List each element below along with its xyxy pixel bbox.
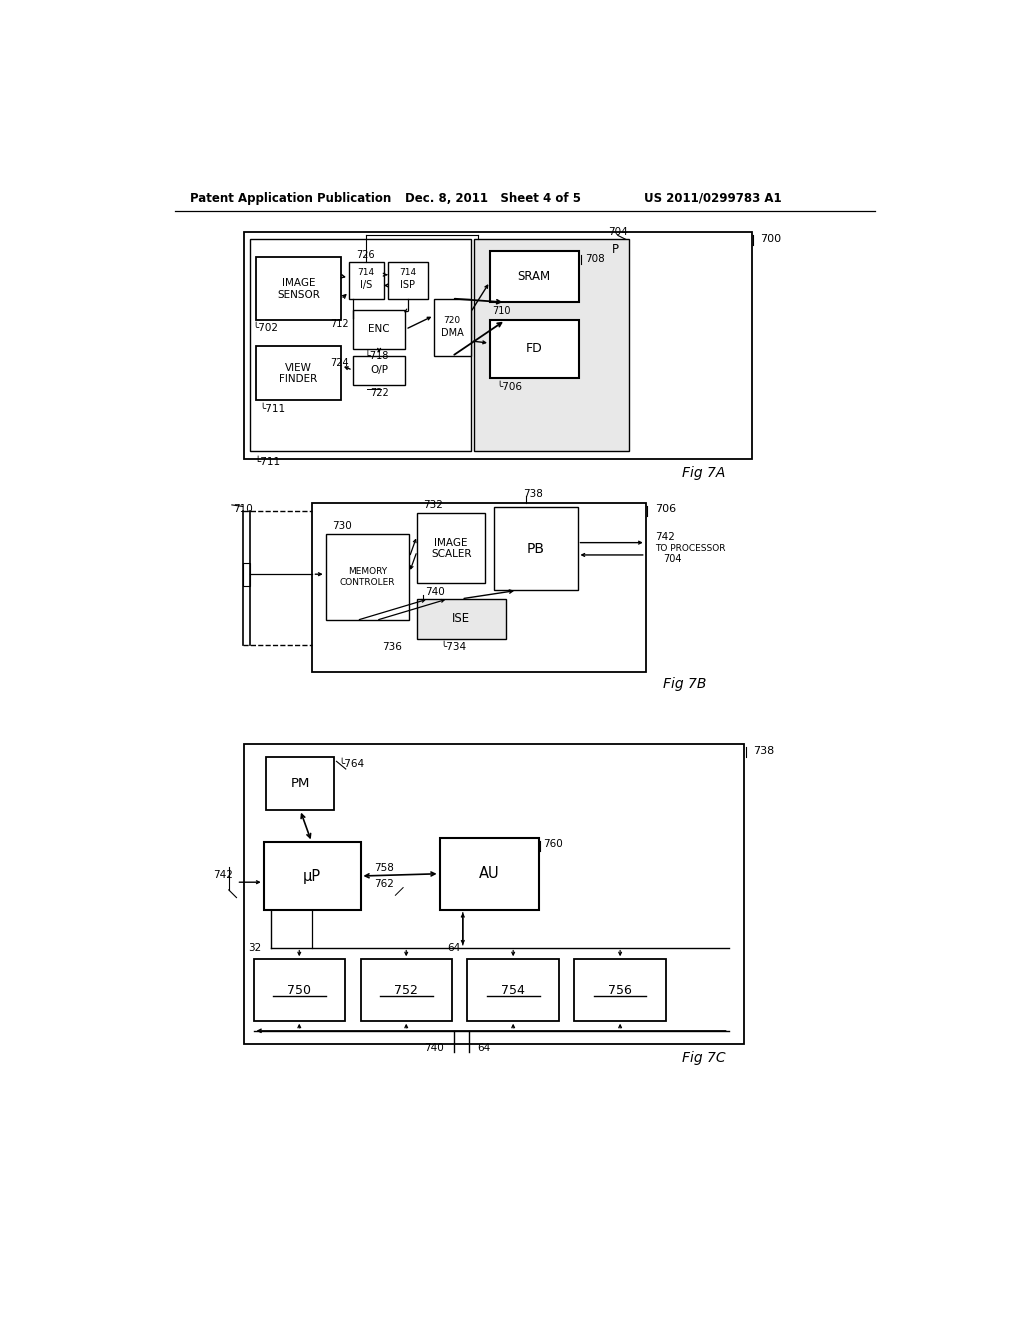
Text: 742: 742 [655, 532, 675, 543]
Bar [256, 257, 341, 321]
Bar [243, 562, 251, 586]
Bar [352, 355, 406, 385]
Bar [312, 503, 646, 672]
Text: 730: 730 [332, 521, 351, 532]
Bar [245, 743, 744, 1044]
Bar [574, 960, 666, 1020]
Text: 738: 738 [754, 746, 775, 756]
Text: P: P [612, 243, 618, 256]
Text: Fig 7A: Fig 7A [682, 466, 725, 479]
Text: PB: PB [526, 541, 545, 556]
Bar [263, 842, 360, 909]
Text: 64: 64 [477, 1043, 490, 1053]
Text: VIEW: VIEW [285, 363, 312, 372]
Text: 732: 732 [423, 500, 443, 510]
Text: Patent Application Publication: Patent Application Publication [190, 191, 391, 205]
Text: AU: AU [479, 866, 500, 882]
Text: FINDER: FINDER [280, 375, 317, 384]
Text: SENSOR: SENSOR [278, 289, 319, 300]
Text: 742: 742 [213, 870, 232, 879]
Text: ╰711: ╰711 [260, 404, 286, 414]
Text: ╰702: ╰702 [252, 323, 278, 333]
Text: I/S: I/S [359, 280, 372, 289]
Bar [326, 535, 410, 620]
Text: 738: 738 [523, 490, 544, 499]
Bar [251, 239, 471, 451]
Bar [266, 758, 334, 810]
Bar [434, 298, 471, 356]
Text: 726: 726 [356, 251, 375, 260]
Text: SCALER: SCALER [431, 549, 471, 560]
Text: 754: 754 [501, 983, 525, 997]
Text: 740: 740 [425, 587, 444, 597]
Text: 704: 704 [663, 554, 681, 564]
Text: 740: 740 [425, 1043, 444, 1053]
Text: 64: 64 [447, 942, 461, 953]
Text: 760: 760 [543, 838, 562, 849]
Text: Fig 7B: Fig 7B [663, 677, 707, 690]
Text: IMAGE: IMAGE [282, 279, 315, 288]
Text: 756: 756 [608, 983, 632, 997]
Text: 708: 708 [586, 253, 605, 264]
Text: ╰706: ╰706 [496, 381, 522, 392]
Text: FD: FD [525, 342, 543, 355]
Text: 750: 750 [288, 983, 311, 997]
Bar [417, 599, 506, 639]
Bar [474, 239, 630, 451]
Bar [417, 512, 485, 583]
Bar [489, 321, 579, 378]
Text: Fig 7C: Fig 7C [682, 1051, 726, 1065]
Text: 710: 710 [493, 306, 511, 315]
Bar [245, 231, 752, 459]
Bar [254, 960, 345, 1020]
Text: PM: PM [291, 777, 309, 791]
Bar [494, 507, 578, 590]
Text: 32: 32 [248, 942, 261, 953]
Text: 724: 724 [331, 358, 349, 368]
Text: ISP: ISP [400, 280, 416, 289]
Text: DMA: DMA [440, 329, 463, 338]
Text: μP: μP [303, 869, 321, 883]
Text: CONTROLER: CONTROLER [340, 578, 395, 587]
Text: IMAGE: IMAGE [434, 537, 468, 548]
Text: 704: 704 [608, 227, 628, 238]
Bar [349, 263, 384, 300]
Text: O/P: O/P [370, 366, 388, 375]
Bar [489, 251, 579, 302]
Text: US 2011/0299783 A1: US 2011/0299783 A1 [644, 191, 781, 205]
Bar [360, 960, 452, 1020]
Text: 736: 736 [382, 643, 402, 652]
Text: ╰734: ╰734 [440, 643, 467, 652]
Text: SRAM: SRAM [517, 269, 551, 282]
Text: └718: └718 [365, 351, 389, 362]
Text: Dec. 8, 2011   Sheet 4 of 5: Dec. 8, 2011 Sheet 4 of 5 [406, 191, 582, 205]
Text: └711: └711 [254, 457, 281, 467]
Bar [467, 960, 559, 1020]
Text: 710: 710 [232, 504, 252, 513]
Text: TO PROCESSOR: TO PROCESSOR [655, 544, 725, 553]
Bar [352, 310, 406, 348]
Bar [256, 346, 341, 400]
Text: 762: 762 [374, 879, 393, 888]
Text: 714: 714 [399, 268, 417, 277]
Bar [439, 837, 539, 909]
Text: 758: 758 [374, 862, 393, 873]
Text: ENC: ENC [369, 325, 390, 334]
Text: 712: 712 [331, 319, 349, 329]
Text: ╰764: ╰764 [338, 759, 365, 768]
Text: 714: 714 [357, 268, 375, 277]
Text: 706: 706 [655, 504, 676, 513]
Text: 700: 700 [760, 234, 780, 244]
Text: ISE: ISE [453, 612, 470, 626]
Bar [388, 263, 428, 300]
Text: 752: 752 [394, 983, 418, 997]
Text: 722: 722 [370, 388, 388, 399]
Text: MEMORY: MEMORY [348, 568, 387, 577]
Text: 720: 720 [443, 317, 461, 325]
